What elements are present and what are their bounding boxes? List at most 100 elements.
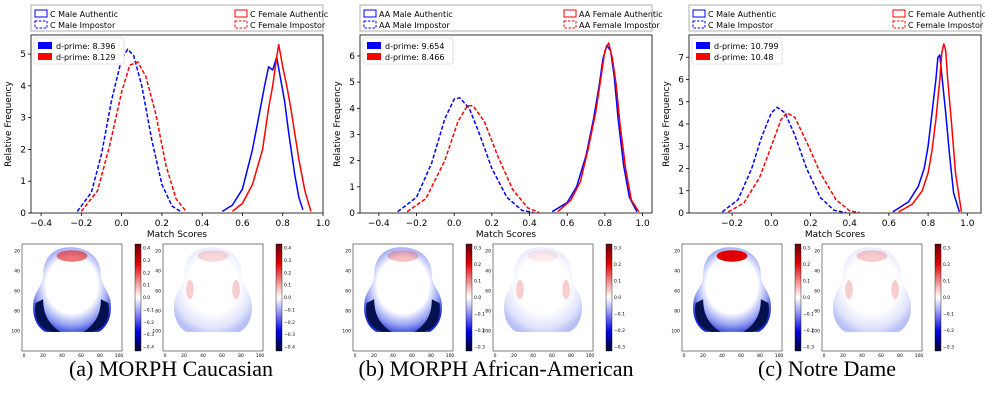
colorbar-tick: −0.2 xyxy=(474,328,485,334)
heatmap-y-tick: 60 xyxy=(345,289,351,295)
heatmap-frame xyxy=(681,243,783,352)
y-axis-label: Relative Frequency xyxy=(333,81,343,167)
dprime-legend-box xyxy=(362,37,454,65)
colorbar-tick: 0.1 xyxy=(284,283,291,289)
y-tick-label: 3 xyxy=(20,114,26,124)
dprime-swatch xyxy=(696,42,710,49)
series-line-3 xyxy=(557,42,640,213)
x-tick-label: 0.0 xyxy=(447,219,462,229)
colorbar-tick: 0.1 xyxy=(943,279,950,285)
heatmap-frame xyxy=(162,243,264,352)
heatmap-x-tick: 40 xyxy=(390,353,396,359)
dark-blue-jaw xyxy=(695,299,721,332)
heatmap-y-tick: 100 xyxy=(11,329,20,335)
face-region xyxy=(364,247,442,332)
x-tick-label: −0.4 xyxy=(30,219,52,229)
dprime-label: d-prime: 8.396 xyxy=(56,42,115,51)
heatmap-x-tick: 100 xyxy=(446,353,455,359)
colorbar-tick: 0.3 xyxy=(284,258,291,264)
legend-swatch xyxy=(892,9,906,18)
heatmap-y-tick: 80 xyxy=(814,309,820,315)
y-tick-label: 5 xyxy=(678,98,684,108)
x-tick-label: 0.2 xyxy=(485,219,499,229)
x-tick-label: 0.8 xyxy=(276,219,291,229)
face-region xyxy=(33,247,111,332)
face-map xyxy=(693,247,771,332)
red-patch xyxy=(891,280,899,300)
chart-panel-0: −0.4 −0.2 0.0 0.2 0.4 0.6 0.8 1.0 0 1 2 3 4 5 Match Sc… xyxy=(4,4,330,240)
face-region xyxy=(693,247,771,332)
caption-c: (c) Notre Dame xyxy=(757,356,897,381)
heatmap-y-tick: 20 xyxy=(485,249,491,255)
axes-frame xyxy=(359,34,653,214)
x-tick-label: 0.6 xyxy=(882,219,897,229)
heatmap-frame xyxy=(821,243,923,352)
dprime-swatch xyxy=(38,42,52,49)
series-line-2 xyxy=(551,44,638,213)
colorbar-tick: 0.0 xyxy=(143,295,150,301)
heatmap-y-tick: 20 xyxy=(14,249,20,255)
heatmap-x-tick: 20 xyxy=(40,353,46,359)
series-line-2 xyxy=(892,54,961,213)
face-region xyxy=(504,247,582,332)
heatmap-y-tick: 60 xyxy=(14,289,20,295)
heatmap-y-tick: 40 xyxy=(155,269,161,275)
red-patch xyxy=(562,280,570,300)
dprime-label: d-prime: 10.48 xyxy=(714,53,773,62)
legend-label: C Male Impostor xyxy=(708,21,774,30)
dprime-legend-box xyxy=(691,37,783,65)
dark-blue-jaw xyxy=(35,299,61,332)
y-tick-label: 2 xyxy=(678,165,684,175)
x-tick-label: 0.0 xyxy=(114,219,129,229)
series-line-1 xyxy=(80,61,187,212)
heatmap-y-tick: 40 xyxy=(674,269,680,275)
y-tick-label: 5 xyxy=(349,78,355,88)
heatmap-x-tick: 60 xyxy=(738,353,744,359)
heatmap-1: 20 40 60 80 100 0 20 40 60 80 100 0.4 0.3 0.2 0.1 0.0 −0… xyxy=(152,243,295,359)
x-axis-label: Match Scores xyxy=(147,230,208,240)
x-tick-label: 0.4 xyxy=(843,219,858,229)
heatmap-y-tick: 60 xyxy=(485,289,491,295)
dprime-swatch xyxy=(38,53,52,60)
legend-swatch xyxy=(34,20,48,29)
dprime-legend-box xyxy=(33,37,125,65)
colorbar-tick: −0.3 xyxy=(614,345,625,351)
y-tick-label: 1 xyxy=(349,183,355,193)
series-group xyxy=(721,43,963,213)
top-legend: AA Male Authentic AA Male Impostor AA Fema… xyxy=(359,4,663,32)
heatmap-y-tick: 40 xyxy=(485,269,491,275)
red-patch xyxy=(186,280,194,300)
colorbar xyxy=(134,243,142,352)
heatmap-x-tick: 60 xyxy=(409,353,415,359)
y-tick-label: 1 xyxy=(20,177,26,187)
face-map xyxy=(833,247,911,332)
colorbar-tick: 0.3 xyxy=(474,246,481,252)
heatmap-y-tick: 40 xyxy=(14,269,20,275)
x-tick-label: −0.2 xyxy=(721,219,743,229)
colorbar-tick: 0.0 xyxy=(284,295,291,301)
y-axis-label: Relative Frequency xyxy=(662,81,672,167)
legend-swatch xyxy=(34,9,48,18)
x-tick-label: −0.2 xyxy=(70,219,92,229)
colorbar-tick: 0.1 xyxy=(614,279,621,285)
y-tick-label: 2 xyxy=(349,157,355,167)
heatmap-x-tick: 40 xyxy=(719,353,725,359)
heatmap-y-tick: 100 xyxy=(152,329,161,335)
red-forehead xyxy=(197,250,229,262)
colorbar xyxy=(275,243,283,352)
colorbar-tick: −0.1 xyxy=(943,312,954,318)
heatmap-y-tick: 80 xyxy=(485,309,491,315)
colorbar-tick: −0.1 xyxy=(474,312,485,318)
heatmap-y-tick: 20 xyxy=(814,249,820,255)
red-forehead xyxy=(856,250,888,262)
colorbar-tick: 0.0 xyxy=(943,295,950,301)
legend-swatch xyxy=(363,9,377,18)
colorbar-tick: −0.2 xyxy=(803,328,814,334)
colorbar-tick: −0.3 xyxy=(803,345,814,351)
colorbar-tick: 0.2 xyxy=(943,262,950,268)
legend-swatch xyxy=(692,9,706,18)
colorbar-tick: −0.2 xyxy=(943,328,954,334)
y-tick-label: 6 xyxy=(349,52,355,62)
colorbar-tick: 0.1 xyxy=(474,279,481,285)
